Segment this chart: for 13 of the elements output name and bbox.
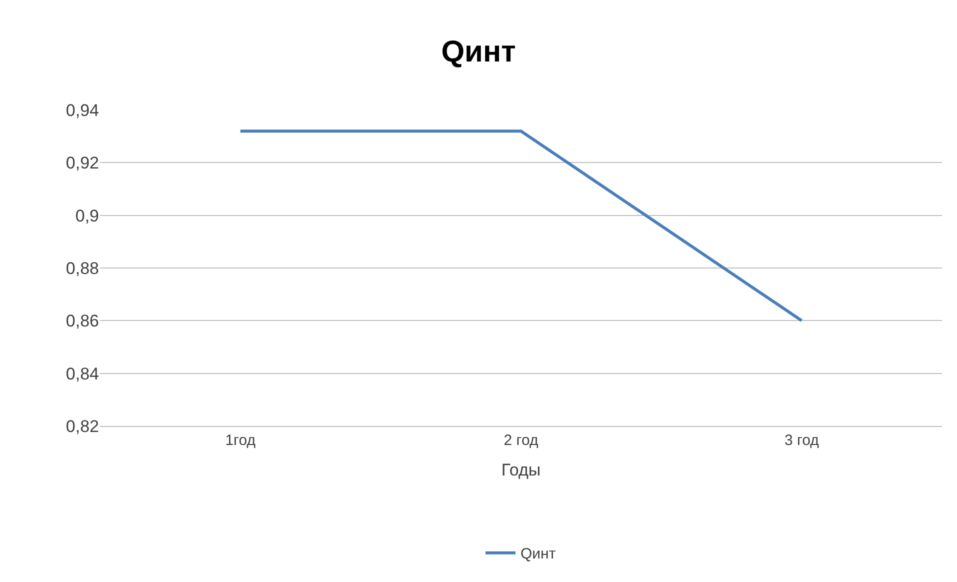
- y-tick-label: 0,92: [66, 154, 99, 173]
- y-tick-label: 0,88: [66, 258, 99, 278]
- x-tick-label: 2 год: [504, 432, 538, 449]
- y-tick-label: 0,84: [66, 364, 99, 384]
- y-tick-label: 0,9: [75, 206, 99, 226]
- y-tick-label: 0,94: [66, 100, 99, 120]
- y-tick-label: 0,82: [66, 416, 99, 436]
- y-tick-label: 0,86: [66, 312, 99, 331]
- x-axis-title: Годы: [501, 460, 541, 480]
- chart-title: Qинт: [441, 36, 516, 69]
- x-tick-label: 3 год: [784, 432, 820, 449]
- x-tick-label: 1год: [225, 432, 256, 449]
- legend-label: Qинт: [520, 546, 556, 563]
